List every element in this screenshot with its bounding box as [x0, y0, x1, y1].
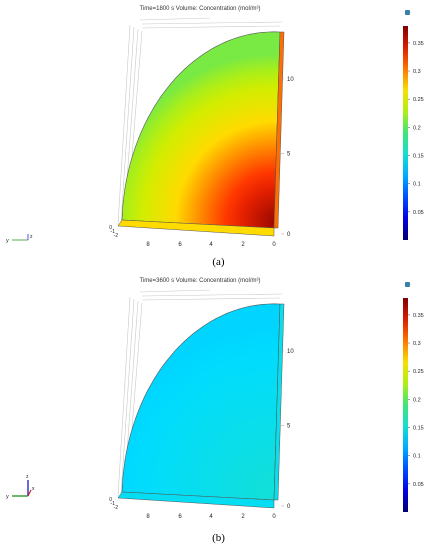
view-toolbar-icon[interactable] — [405, 10, 410, 15]
colorbar — [403, 26, 408, 240]
colorbar-tick-label: 0.1 — [413, 182, 421, 188]
triad-z-label: z — [30, 234, 33, 240]
caption-a: (a) — [212, 256, 225, 268]
vertical-tick-label: 0 — [287, 232, 291, 238]
colorbar-tick-label: 0.1 — [413, 454, 421, 460]
colorbar-tick-label: 0.3 — [413, 341, 421, 347]
panel-b: Time=3600 s Volume: Concentration (mol/m… — [0, 272, 437, 550]
triad-x-label: x — [32, 486, 35, 492]
triad-x-axis — [27, 489, 32, 497]
plot-title-a: Time=1800 s Volume: Concentration (mol/m… — [139, 6, 261, 12]
depth-tick-label: -1 — [111, 501, 116, 507]
horizontal-tick-label: 6 — [178, 242, 182, 248]
colorbar-tick-label: 0.25 — [413, 369, 424, 375]
depth-tick-label: -2 — [114, 505, 119, 511]
vertical-tick-label: 5 — [287, 152, 291, 158]
bottom-thickness-face — [117, 219, 275, 237]
horizontal-tick-label: 8 — [146, 242, 150, 248]
concentration-surface[interactable] — [121, 303, 281, 501]
colorbar-tick-label: 0.35 — [413, 41, 424, 47]
axis-triad: yz — [6, 234, 33, 244]
depth-tick-label: -1 — [111, 229, 116, 235]
depth-tick-label: 0 — [109, 225, 112, 231]
colorbar-tick-label: 0.2 — [413, 125, 421, 131]
side-thickness-face — [273, 31, 285, 229]
vertical-tick-label: 0 — [287, 504, 291, 510]
depth-tick-label: 0 — [109, 497, 112, 503]
colorbar — [403, 298, 408, 512]
triad-y-label: y — [6, 238, 9, 244]
horizontal-tick-label: 4 — [209, 514, 213, 520]
colorbar-tick-label: 0.3 — [413, 69, 421, 75]
colorbar-tick-label: 0.15 — [413, 154, 424, 160]
horizontal-tick-label: 4 — [209, 242, 213, 248]
horizontal-tick-label: 0 — [272, 242, 276, 248]
vertical-tick-label: 10 — [287, 349, 294, 355]
caption-b: (b) — [212, 532, 225, 544]
colorbar-tick-label: 0.05 — [413, 210, 424, 216]
horizontal-tick-label: 2 — [241, 514, 245, 520]
colorbar-tick-label: 0.35 — [413, 313, 424, 319]
colorbar-tick-label: 0.15 — [413, 426, 424, 432]
triad-y-label: y — [6, 494, 9, 500]
view-toolbar-icon[interactable] — [405, 282, 410, 287]
vertical-tick-label: 10 — [287, 77, 294, 83]
vertical-tick-label: 5 — [287, 424, 291, 430]
axis-triad: y zx — [6, 474, 35, 500]
horizontal-tick-label: 8 — [146, 514, 150, 520]
plot-title-b: Time=3600 s Volume: Concentration (mol/m… — [139, 278, 261, 284]
depth-tick-label: -2 — [114, 233, 119, 239]
horizontal-tick-label: 0 — [272, 514, 276, 520]
side-thickness-face — [273, 303, 285, 501]
bottom-thickness-face — [117, 491, 275, 509]
colorbar-tick-label: 0.25 — [413, 97, 424, 103]
colorbar-tick-label: 0.2 — [413, 397, 421, 403]
panel-a: Time=1800 s Volume: Concentration (mol/m… — [0, 0, 437, 270]
concentration-surface[interactable] — [121, 31, 281, 229]
colorbar-tick-label: 0.05 — [413, 482, 424, 488]
horizontal-tick-label: 6 — [178, 514, 182, 520]
horizontal-tick-label: 2 — [241, 242, 245, 248]
triad-z-label: z — [26, 474, 29, 480]
